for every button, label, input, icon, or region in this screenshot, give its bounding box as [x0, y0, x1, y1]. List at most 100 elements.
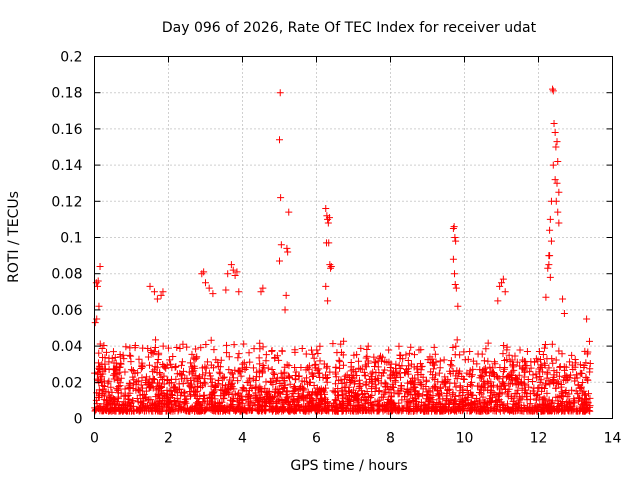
roti-marker [246, 381, 254, 389]
roti-marker [241, 365, 249, 373]
roti-marker [292, 368, 300, 376]
roti-marker [520, 401, 528, 409]
roti-marker [147, 349, 155, 357]
roti-marker [117, 389, 125, 397]
roti-marker [398, 404, 406, 412]
roti-marker [280, 377, 288, 385]
roti-marker [539, 350, 547, 358]
roti-marker [300, 406, 308, 414]
roti-marker [232, 407, 240, 415]
roti-marker [275, 385, 283, 393]
roti-marker [352, 393, 360, 401]
roti-marker [580, 387, 588, 395]
roti-marker [401, 369, 409, 377]
roti-marker [200, 378, 208, 386]
roti-outlier-marker [496, 282, 504, 290]
roti-marker [201, 399, 209, 407]
roti-marker [385, 346, 393, 354]
roti-marker [175, 406, 183, 414]
roti-marker [580, 362, 588, 370]
roti-marker [104, 388, 112, 396]
roti-marker [179, 367, 187, 375]
roti-marker [502, 405, 510, 413]
roti-marker [161, 400, 169, 408]
roti-marker [548, 399, 556, 407]
roti-marker [414, 376, 422, 384]
roti-marker [96, 371, 104, 379]
roti-marker [298, 384, 306, 392]
roti-outlier-marker [322, 282, 330, 290]
roti-marker [245, 349, 253, 357]
roti-marker [586, 394, 594, 402]
roti-outlier-marker [285, 208, 293, 216]
roti-marker [571, 363, 579, 371]
roti-marker [95, 349, 103, 357]
roti-marker [505, 351, 513, 359]
roti-marker [362, 354, 370, 362]
roti-marker [262, 357, 270, 365]
roti-outlier-marker [546, 215, 554, 223]
roti-outlier-marker [322, 205, 330, 213]
roti-marker [159, 360, 167, 368]
roti-marker [291, 387, 299, 395]
roti-outlier-marker [146, 282, 154, 290]
roti-marker [147, 396, 155, 404]
roti-marker [501, 365, 509, 373]
x-tick-labels: 0 2 4 6 8 10 12 14 [90, 431, 621, 447]
roti-marker [576, 395, 584, 403]
roti-marker [541, 361, 549, 369]
roti-marker [581, 398, 589, 406]
roti-marker [337, 340, 345, 348]
roti-marker [217, 386, 225, 394]
roti-marker [382, 380, 390, 388]
roti-marker [542, 381, 550, 389]
roti-marker [336, 364, 344, 372]
roti-marker [150, 375, 158, 383]
roti-marker [466, 348, 474, 356]
roti-marker [196, 379, 204, 387]
roti-marker [239, 396, 247, 404]
chart-title: Day 096 of 2026, Rate Of TEC Index for r… [162, 20, 537, 36]
roti-marker [556, 362, 564, 370]
roti-marker [397, 381, 405, 389]
roti-marker [153, 397, 161, 405]
roti-marker [105, 354, 113, 362]
roti-marker [579, 378, 587, 386]
roti-marker [447, 357, 455, 365]
roti-marker [516, 362, 524, 370]
roti-marker [253, 405, 261, 413]
x-tick-label: 12 [530, 431, 548, 447]
roti-marker [558, 388, 566, 396]
roti-marker [197, 344, 205, 352]
roti-outlier-marker [452, 284, 460, 292]
roti-marker [149, 350, 157, 358]
roti-marker [527, 395, 535, 403]
roti-marker [223, 349, 231, 357]
roti-outlier-marker [544, 264, 552, 272]
roti-marker [561, 407, 569, 415]
roti-marker [153, 359, 161, 367]
roti-marker [312, 405, 320, 413]
roti-marker [259, 343, 267, 351]
roti-marker [405, 407, 413, 415]
roti-marker [171, 363, 179, 371]
roti-marker [405, 389, 413, 397]
roti-marker [323, 378, 331, 386]
roti-marker [201, 375, 209, 383]
roti-marker [186, 388, 194, 396]
roti-marker [398, 362, 406, 370]
roti-marker [122, 343, 130, 351]
roti-marker [305, 362, 313, 370]
roti-marker [513, 358, 521, 366]
roti-marker [405, 406, 413, 414]
roti-outlier-marker [259, 284, 267, 292]
roti-marker [524, 375, 532, 383]
roti-marker [183, 343, 191, 351]
roti-outlier-marker [554, 208, 562, 216]
roti-outlier-marker [554, 157, 562, 165]
roti-marker [449, 343, 457, 351]
roti-marker [572, 371, 580, 379]
roti-marker [417, 406, 425, 414]
roti-marker [112, 404, 120, 412]
roti-marker [185, 368, 193, 376]
